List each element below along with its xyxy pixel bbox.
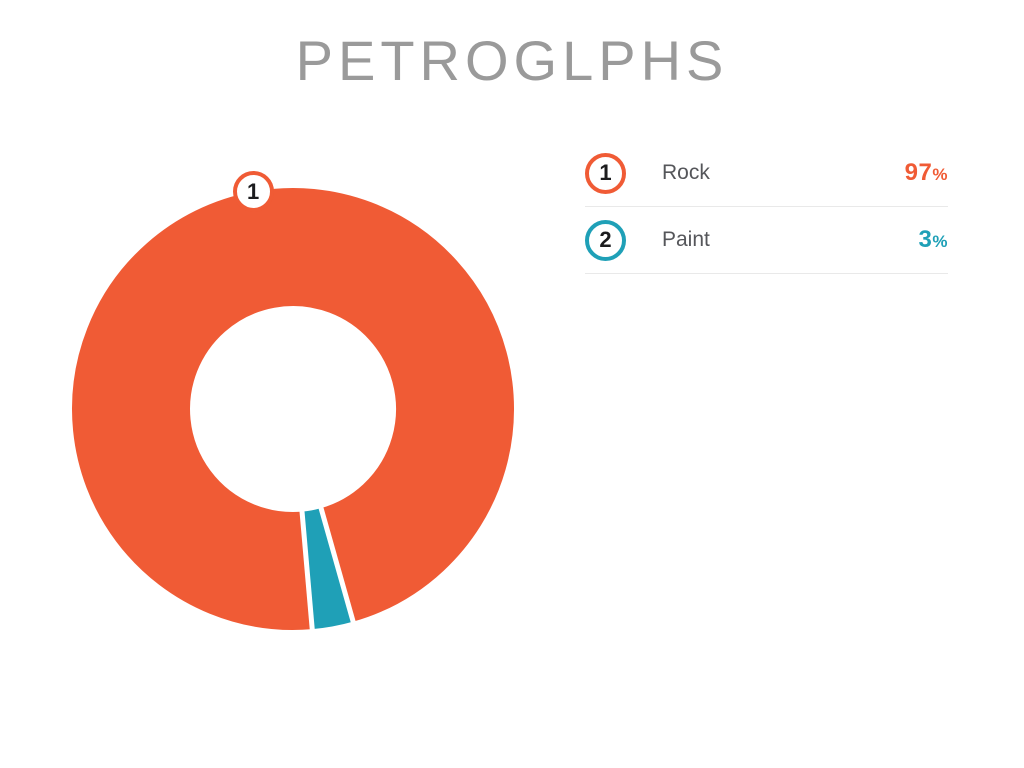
donut-slice-rock (72, 188, 514, 630)
legend-percent-rock: 97% (905, 159, 948, 187)
legend-label-rock: Rock (662, 161, 710, 184)
legend-percent-paint: 3% (919, 226, 948, 254)
legend-marker-1-icon: 1 (585, 152, 626, 194)
legend-percent-rock-value: 97 (904, 159, 933, 186)
donut-slice-paint (300, 507, 354, 630)
donut-callout-badge: 1 (232, 171, 274, 213)
chart-title: PETROGLPHS (295, 29, 729, 92)
slice-gap-line (299, 505, 316, 639)
legend: 1 Rock 97% 2 Paint 3% (585, 140, 948, 274)
legend-percent-paint-sign: % (932, 232, 948, 251)
legend-row-paint: 2 Paint 3% (585, 207, 948, 274)
legend-percent-paint-value: 3 (918, 226, 933, 253)
slice-gap-line (316, 501, 359, 631)
legend-marker-1-number: 1 (599, 160, 612, 185)
legend-marker-2-icon: 2 (585, 219, 626, 261)
legend-marker-2-number: 2 (599, 227, 612, 252)
donut-callout-number: 1 (246, 178, 260, 204)
legend-label-paint: Paint (662, 228, 710, 251)
legend-row-rock: 1 Rock 97% (585, 140, 948, 207)
legend-percent-rock-sign: % (932, 165, 948, 184)
